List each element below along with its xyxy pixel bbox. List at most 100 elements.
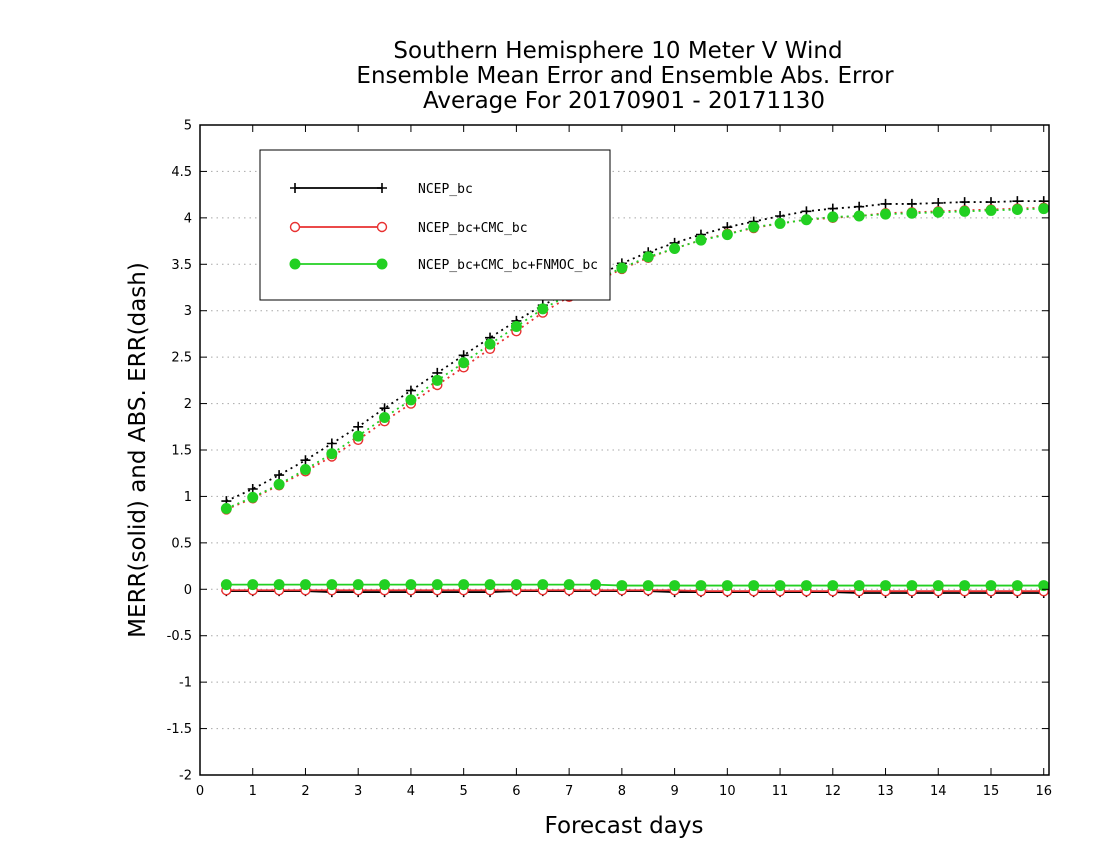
series-2-mean-err-point	[352, 579, 364, 591]
series-2-abs-err-point	[880, 208, 892, 220]
series-2-abs-err-point	[853, 210, 865, 222]
legend-marker-right-0	[377, 183, 387, 193]
x-tick-label: 8	[618, 784, 626, 799]
y-tick-label: -1	[179, 676, 192, 691]
x-tick-label: 10	[719, 784, 736, 799]
title-line-1: Southern Hemisphere 10 Meter V Wind	[393, 38, 842, 64]
series-2-abs-err-point	[985, 204, 997, 216]
series-2-mean-err-point	[985, 580, 997, 592]
title-line-2: Ensemble Mean Error and Ensemble Abs. Er…	[356, 63, 894, 89]
series-0-abs-err-point	[405, 385, 416, 396]
axis-ticks: 54.543.532.521.510.50-0.5-1-1.5-20 1 2 3 4 5 6…	[167, 119, 1052, 800]
series-2-mean-err-point	[537, 579, 549, 591]
series-2-abs-err-point	[273, 478, 285, 490]
x-tick-label: 3	[354, 784, 362, 799]
series-2-abs-err-point	[352, 430, 364, 442]
series-2-abs-err-point	[721, 229, 733, 241]
series-0-abs-err-point	[854, 201, 865, 212]
legend-label-1: NCEP_bc+CMC_bc	[418, 221, 528, 236]
series-2-abs-err-point	[299, 464, 311, 475]
series-0-abs-err-point	[880, 198, 891, 209]
x-tick-label: 14	[930, 784, 947, 799]
series-2-mean-err-point	[695, 580, 707, 592]
series-2-abs-err-point	[247, 491, 259, 503]
series-2-mean-err-point	[247, 579, 259, 591]
legend-box	[259, 149, 611, 301]
x-tick-label: 15	[983, 784, 1000, 799]
series-2-mean-err-point	[932, 580, 944, 592]
series-2-mean-err-point	[563, 579, 575, 591]
series-2-abs-err-point	[642, 251, 654, 263]
chart-title: Southern Hemisphere 10 Meter V Wind Ense…	[356, 38, 894, 114]
series-2-mean-err-point	[721, 580, 733, 592]
series-2-mean-err-point	[642, 580, 654, 592]
series-2-abs-err-point	[458, 357, 470, 369]
legend-label-0: NCEP_bc	[418, 182, 473, 197]
series-2-abs-err-point	[326, 448, 338, 460]
series-2-abs-err-point	[748, 221, 760, 233]
legend-marker-right-1	[376, 221, 388, 233]
x-tick-label: 9	[670, 784, 678, 799]
series-2-mean-err-point	[299, 579, 311, 591]
series-0-abs-err-point	[274, 470, 285, 481]
legend-label-2: NCEP_bc+CMC_bc+FNMOC_bc	[418, 258, 598, 273]
y-tick-label: 0.5	[171, 536, 192, 551]
y-tick-label: 3	[184, 304, 192, 319]
y-tick-label: 1.5	[171, 444, 192, 459]
series-2-mean-err-point	[379, 579, 391, 591]
series-2-mean-err-point	[669, 580, 681, 592]
series-0-abs-err-line	[225, 200, 1044, 502]
series-2-mean-err-point	[326, 579, 338, 591]
series-0-abs-err-point	[300, 455, 311, 466]
series-2-abs-err-point	[959, 205, 971, 217]
series-2-mean-err-point	[1011, 580, 1023, 592]
series-2-abs-err-point	[1011, 204, 1023, 215]
series-2-abs-err-point	[379, 412, 391, 423]
series-2-mean-err-point	[431, 579, 443, 591]
series-2-abs-err-point	[431, 374, 443, 386]
x-tick-label: 6	[512, 784, 520, 799]
series-2-abs-err-point	[827, 211, 839, 223]
x-tick-label: 16	[1035, 784, 1052, 799]
x-tick-label: 5	[460, 784, 468, 799]
series-2-mean-err-point	[959, 580, 971, 592]
series-2-mean-err-point	[220, 579, 232, 591]
x-tick-label: 4	[407, 784, 415, 799]
x-tick-label: 1	[249, 784, 257, 799]
legend-marker-left-1	[289, 221, 301, 233]
series-0-abs-err-point	[379, 403, 390, 414]
series-2-abs-err-point	[906, 207, 918, 219]
series-2-mean-err-point	[774, 580, 786, 592]
y-tick-label: -2	[179, 769, 192, 784]
y-tick-label: 3.5	[171, 258, 192, 273]
x-tick-label: 2	[301, 784, 309, 799]
series-2-abs-err-point	[774, 217, 786, 229]
series-2-mean-err-point	[273, 579, 285, 591]
series-2-abs-err-point	[510, 321, 522, 332]
y-tick-label: 2	[184, 397, 192, 412]
y-tick-label: 5	[184, 119, 192, 134]
series-2-mean-err-point	[800, 580, 812, 592]
series-1-mean-err-line	[226, 589, 1044, 593]
series-2-abs-err-point	[800, 214, 812, 226]
series-2-mean-err-point	[880, 580, 892, 592]
series-2-mean-err-point	[589, 579, 601, 591]
series-0-abs-err-point	[353, 421, 364, 432]
series-2-mean-err-point	[458, 579, 470, 591]
series-2-mean-err-point	[827, 580, 839, 592]
x-tick-label: 0	[196, 784, 204, 799]
series-2-abs-err-point	[537, 303, 549, 315]
series-2-mean-err-point	[484, 579, 496, 591]
series-2-abs-err-point	[484, 338, 496, 350]
series-2-mean-err-line	[226, 583, 1044, 587]
legend-marker-right-2	[376, 258, 388, 270]
y-tick-label: -0.5	[167, 629, 192, 644]
y-axis-label: MERR(solid) and ABS. ERR(dash)	[125, 262, 151, 638]
y-tick-label: 0	[184, 583, 192, 598]
series-2-mean-err-point	[510, 579, 522, 591]
legend-marker-left-2	[289, 258, 301, 270]
series-2-abs-err-point	[695, 234, 707, 246]
series-2-abs-err-point	[932, 206, 944, 218]
y-tick-label: 1	[184, 490, 192, 505]
